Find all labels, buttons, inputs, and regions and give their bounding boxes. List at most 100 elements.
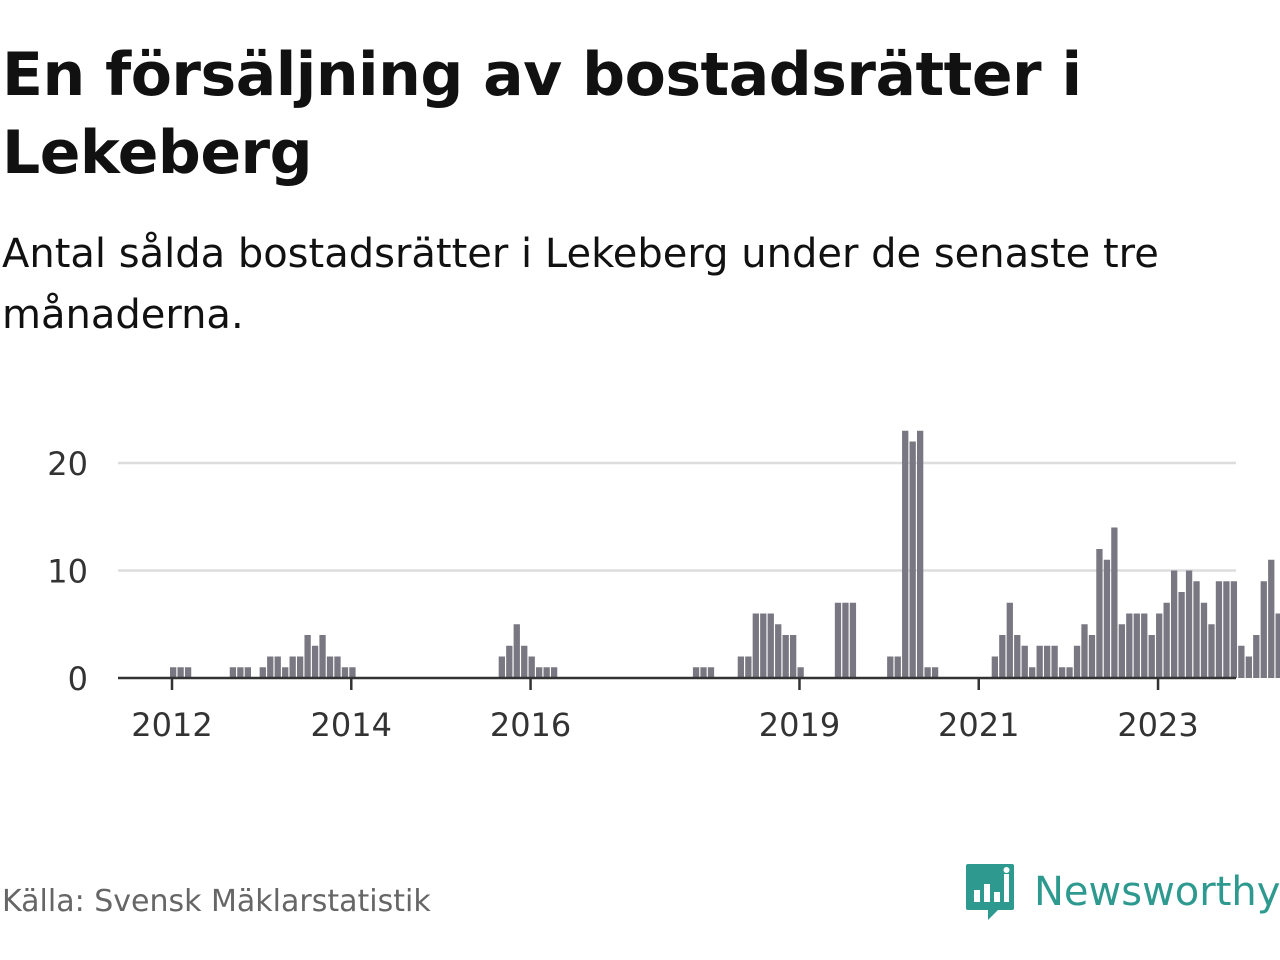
bar [550, 667, 558, 678]
bar [909, 441, 916, 678]
bar [334, 656, 341, 678]
bar [341, 667, 349, 678]
bar [521, 645, 528, 678]
bar [311, 645, 319, 678]
bar [737, 656, 745, 678]
bar [767, 613, 774, 678]
bar [1014, 635, 1021, 678]
bar [931, 667, 939, 678]
bar [1111, 527, 1118, 678]
bar [259, 667, 266, 678]
bar [1268, 559, 1275, 678]
bar [1126, 613, 1133, 678]
bar [1066, 667, 1073, 678]
bar [1043, 645, 1051, 678]
bar [498, 656, 505, 678]
bar [1253, 635, 1260, 678]
bar [543, 667, 550, 678]
y-tick-label: 0 [68, 660, 88, 698]
bar [1200, 602, 1208, 678]
x-tick-label: 2016 [490, 706, 571, 744]
bar [760, 613, 767, 678]
x-tick-label: 2012 [131, 706, 212, 744]
bar [1215, 581, 1223, 678]
bar [1223, 581, 1230, 678]
brand-logo[interactable]: Newsworthy [964, 862, 1280, 922]
bar [1058, 667, 1066, 678]
bar [528, 656, 535, 678]
bar [1021, 645, 1028, 678]
bar [289, 656, 296, 678]
bar [745, 656, 752, 678]
bar [999, 635, 1006, 678]
bar [274, 656, 281, 678]
y-tick-label: 10 [47, 553, 88, 591]
bar [1185, 570, 1193, 678]
x-tick-label: 2021 [938, 706, 1019, 744]
x-tick-label: 2019 [759, 706, 840, 744]
bar [267, 656, 274, 678]
x-tick-label: 2023 [1117, 706, 1198, 744]
bar [700, 667, 707, 678]
bar [1073, 645, 1081, 678]
page-subtitle: Antal sålda bostadsrätter i Lekeberg und… [2, 231, 1159, 338]
bar [296, 656, 304, 678]
bar [1178, 592, 1185, 678]
bar [184, 667, 192, 678]
bar [1036, 645, 1043, 678]
newsworthy-logo-icon [966, 864, 1014, 920]
bar [707, 667, 715, 678]
bar [1238, 645, 1245, 678]
bar [1141, 613, 1148, 678]
brand-name: Newsworthy [1034, 869, 1280, 915]
bar [1029, 667, 1036, 678]
bar [1088, 635, 1096, 678]
bar [1245, 656, 1252, 678]
bar [536, 667, 543, 678]
bar [1081, 624, 1088, 678]
page-title: En försäljning av bostadsrätter i Lekebe… [2, 40, 1082, 188]
bar [1006, 602, 1013, 678]
grid-lines [118, 461, 1236, 572]
bar [1156, 613, 1163, 678]
bar [304, 635, 311, 678]
bar [513, 624, 520, 678]
bar [1193, 581, 1200, 678]
source-note: Källa: Svensk Mäklarstatistik [2, 884, 431, 919]
bar [177, 667, 184, 678]
bar [506, 645, 513, 678]
bar [1260, 581, 1267, 678]
bar [244, 667, 251, 678]
bar [842, 602, 849, 678]
bar [349, 667, 356, 678]
bar [1096, 549, 1103, 678]
bar [1170, 570, 1178, 678]
bar [752, 613, 759, 678]
bar [1133, 613, 1140, 678]
bar [782, 635, 789, 678]
bar [326, 656, 334, 678]
bar [834, 602, 842, 678]
bar-series [170, 430, 1280, 678]
bar [775, 624, 782, 678]
bar-chart: 010201201220142016201920212023 [47, 430, 1280, 744]
bar [894, 656, 901, 678]
bar [849, 602, 857, 678]
bar [692, 667, 700, 678]
bar [991, 656, 998, 678]
bar [790, 635, 797, 678]
bar [797, 667, 804, 678]
axes: 010201201220142016201920212023 [47, 445, 1236, 744]
bar [229, 667, 237, 678]
bar [924, 667, 931, 678]
bar [917, 430, 924, 678]
bar [282, 667, 289, 678]
x-tick-label: 2014 [311, 706, 392, 744]
bar [1103, 559, 1111, 678]
bar [1051, 645, 1058, 678]
bar [1148, 635, 1155, 678]
bar [237, 667, 244, 678]
bar [319, 635, 326, 678]
bar [1275, 613, 1280, 678]
y-tick-label: 20 [47, 445, 88, 483]
